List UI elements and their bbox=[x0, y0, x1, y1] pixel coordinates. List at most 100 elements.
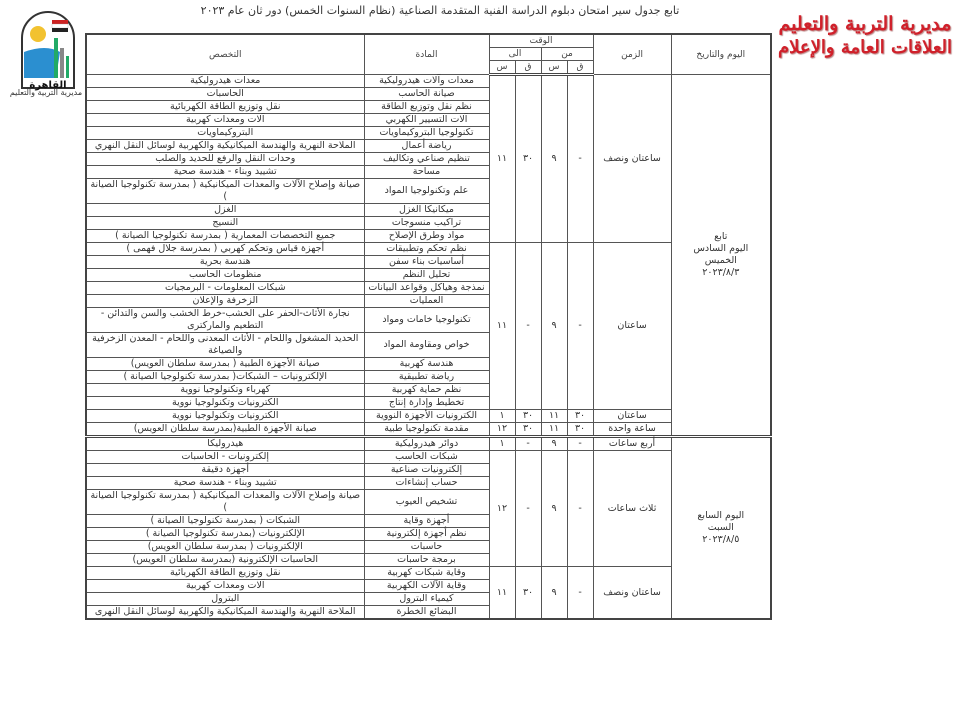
to-minute-cell: ٣٠ bbox=[514, 566, 542, 620]
header-day-date: اليوم والتاريخ bbox=[670, 33, 772, 75]
table-row: هندسة كهربية صيانة الأجهزة الطبية ( بمدرس… bbox=[85, 357, 771, 371]
table-row: كيمياء البترول البترول bbox=[85, 592, 771, 606]
specialization-cell: نجارة الأثاث-الحفر على الخشب-خرط الخشب و… bbox=[85, 307, 365, 333]
subject-cell: خواص ومقاومة المواد bbox=[363, 332, 490, 358]
specialization-cell: وحدات النقل والرفع للحديد والصلب bbox=[85, 152, 365, 166]
subject-cell: نظم أجهزة إلكترونية bbox=[363, 527, 490, 541]
subject-cell: علم وتكنولوجيا المواد bbox=[363, 178, 490, 204]
to-hour-cell: ١١ bbox=[488, 566, 516, 620]
to-minute-cell: - bbox=[514, 435, 542, 451]
table-row: علم وتكنولوجيا المواد صيانة وإصلاح الآلات… bbox=[85, 178, 771, 204]
table-row: وقاية الآلات الكهربية آلات ومعدات كهربية bbox=[85, 579, 771, 593]
day-label-line: اليوم السابع bbox=[697, 510, 745, 521]
table-row: ساعة واحدة ٣٠ ١١ ٣٠ ١٢ مقدمة تكنولوجيا طبية صي… bbox=[85, 422, 771, 437]
specialization-cell: شبكات المعلومات - البرمجيات bbox=[85, 281, 365, 295]
from-minute-cell: - bbox=[566, 450, 594, 567]
subject-cell: نمذجة وهياكل وقواعد البيانات bbox=[363, 281, 490, 295]
header-to-hour: س bbox=[488, 60, 516, 76]
header-from-minute: ق bbox=[566, 60, 594, 76]
table-row: حساب إنشاءات تشييد وبناء - هندسة صحية bbox=[85, 476, 771, 490]
day-label-line: اليوم السادس bbox=[693, 243, 749, 254]
from-minute-cell: - bbox=[566, 242, 594, 410]
subject-cell: تراكيب منسوجات bbox=[363, 216, 490, 230]
header-from-hour: س bbox=[540, 60, 568, 76]
specialization-cell: الكترونيات وتكنولوجيا نووية bbox=[85, 396, 365, 410]
subject-cell: أساسيات بناء سفن bbox=[363, 255, 490, 269]
subject-cell: مواد وطرق الإصلاح bbox=[363, 229, 490, 243]
day-label-line: السبت bbox=[707, 522, 734, 533]
from-hour-cell: ٩ bbox=[540, 450, 568, 567]
from-minute-cell: - bbox=[566, 435, 594, 451]
day-label-line: تابع bbox=[714, 231, 728, 242]
subject-cell: حساب إنشاءات bbox=[363, 476, 490, 490]
from-hour-cell: ٩ bbox=[540, 242, 568, 410]
from-hour-cell: ١١ bbox=[540, 409, 568, 423]
subject-cell: البضائع الخطرة bbox=[363, 605, 490, 620]
specialization-cell: الإلكترونيات – الشبكات( بمدرسة تكنولوجيا… bbox=[85, 370, 365, 384]
subject-cell: الكترونيات الأجهزة النووية bbox=[363, 409, 490, 423]
specialization-cell: كهرباء وتكنولوجيا نووية bbox=[85, 383, 365, 397]
specialization-cell: نقل وتوزيع الطاقة الكهربائية bbox=[85, 100, 365, 114]
subject-cell: آلات التسيير الكهربي bbox=[363, 113, 490, 127]
subject-cell: نظم نقل وتوزيع الطاقة bbox=[363, 100, 490, 114]
header-to: الى bbox=[488, 47, 542, 61]
subject-cell: مساحة bbox=[363, 165, 490, 179]
header-specialization: التخصص bbox=[85, 33, 365, 75]
subject-cell: تحليل النظم bbox=[363, 268, 490, 282]
subject-cell: أجهزة وقاية bbox=[363, 514, 490, 528]
to-hour-cell: ١٢ bbox=[488, 422, 516, 437]
from-hour-cell: ٩ bbox=[540, 74, 568, 243]
table-row: ساعتان -٩-١١ نظم تحكم وتطبيقات أجهزة قياس و… bbox=[85, 242, 771, 410]
subject-cell: برمجة حاسبات bbox=[363, 553, 490, 567]
header-duration: الزمن bbox=[592, 33, 672, 75]
specialization-cell: الزخرفة والإعلان bbox=[85, 294, 365, 308]
header-subject: المادة bbox=[363, 33, 490, 75]
specialization-cell: نقل وتوزيع الطاقة الكهربائية bbox=[85, 566, 365, 580]
specialization-cell: آلات ومعدات كهربية bbox=[85, 113, 365, 127]
subject-cell: تخطيط وإدارة إنتاج bbox=[363, 396, 490, 410]
header-to-minute: ق bbox=[514, 60, 542, 76]
specialization-cell: الغزل bbox=[85, 203, 365, 217]
header-time: الوقت bbox=[488, 33, 594, 48]
to-hour-cell: ١١ bbox=[488, 74, 516, 243]
table-row: اليوم السابع السبت ٢٠٢٣/٨/٥ أربع ساعات -٩-١ د… bbox=[85, 435, 772, 620]
specialization-cell: هيدروليكا bbox=[85, 435, 365, 451]
brand-line-1: مديرية التربية والتعليم bbox=[778, 13, 952, 35]
to-hour-cell: ١ bbox=[488, 435, 516, 451]
specialization-cell: تشييد وبناء - هندسة صحية bbox=[85, 476, 365, 490]
specialization-cell: الملاحة النهرية والهندسة الميكانيكية وال… bbox=[85, 139, 365, 153]
day-date-cell: تابع اليوم السادس الخميس ٢٠٢٣/٨/٣ bbox=[670, 74, 772, 437]
specialization-cell: آلات ومعدات كهربية bbox=[85, 579, 365, 593]
subject-cell: تكنولوجيا البتروكيماويات bbox=[363, 126, 490, 140]
duration-cell: ساعتان bbox=[592, 409, 672, 423]
specialization-cell: الحديد المشغول واللحام - الأثاث المعدنى … bbox=[85, 332, 365, 358]
from-minute-cell: ٣٠ bbox=[566, 409, 594, 423]
duration-cell: ثلاث ساعات bbox=[592, 450, 672, 567]
specialization-cell: صيانة وإصلاح الآلات والمعدات الميكانيكية… bbox=[85, 178, 365, 204]
subject-cell: مقدمة تكنولوجيا طبية bbox=[363, 422, 490, 437]
table-row: ثلاث ساعات -٩-١٢ شبكات الحاسب إلكترونيات - … bbox=[85, 450, 771, 567]
specialization-cell: الكترونيات وتكنولوجيا نووية bbox=[85, 409, 365, 423]
specialization-cell: أجهزة دقيقة bbox=[85, 463, 365, 477]
subject-cell: دوائر هيدروليكية bbox=[363, 435, 490, 451]
specialization-cell: الحاسبات bbox=[85, 87, 365, 101]
table-row: البضائع الخطرة الملاحة النهرية والهندسة ا… bbox=[85, 605, 771, 620]
document-title: تابع جدول سير امتحان دبلوم الدراسة الفني… bbox=[200, 4, 680, 17]
subject-cell: حاسبات bbox=[363, 540, 490, 554]
specialization-cell: هندسة بحرية bbox=[85, 255, 365, 269]
specialization-cell: البتروكيماويات bbox=[85, 126, 365, 140]
subject-cell: كيمياء البترول bbox=[363, 592, 490, 606]
to-minute-cell: ٣٠ bbox=[514, 74, 542, 243]
duration-cell: ساعة واحدة bbox=[592, 422, 672, 437]
subject-cell: العمليات bbox=[363, 294, 490, 308]
table-row: تكنولوجيا خامات ومواد نجارة الأثاث-الحفر … bbox=[85, 307, 771, 333]
specialization-cell: إلكترونيات - الحاسبات bbox=[85, 450, 365, 464]
specialization-cell: الإلكترونيات ( بمدرسة سلطان العويس) bbox=[85, 540, 365, 554]
to-minute-cell: - bbox=[514, 450, 542, 567]
to-minute-cell: - bbox=[514, 242, 542, 410]
specialization-cell: صيانة الأجهزة الطبية ( بمدرسة سلطان العو… bbox=[85, 357, 365, 371]
exam-schedule-table: اليوم والتاريخ الزمن الوقت المادة التخصص… bbox=[85, 33, 773, 620]
table-row: إلكترونيات صناعية أجهزة دقيقة bbox=[85, 463, 771, 477]
table-row: العمليات الزخرفة والإعلان bbox=[85, 294, 771, 308]
subject-cell: رياضة أعمال bbox=[363, 139, 490, 153]
